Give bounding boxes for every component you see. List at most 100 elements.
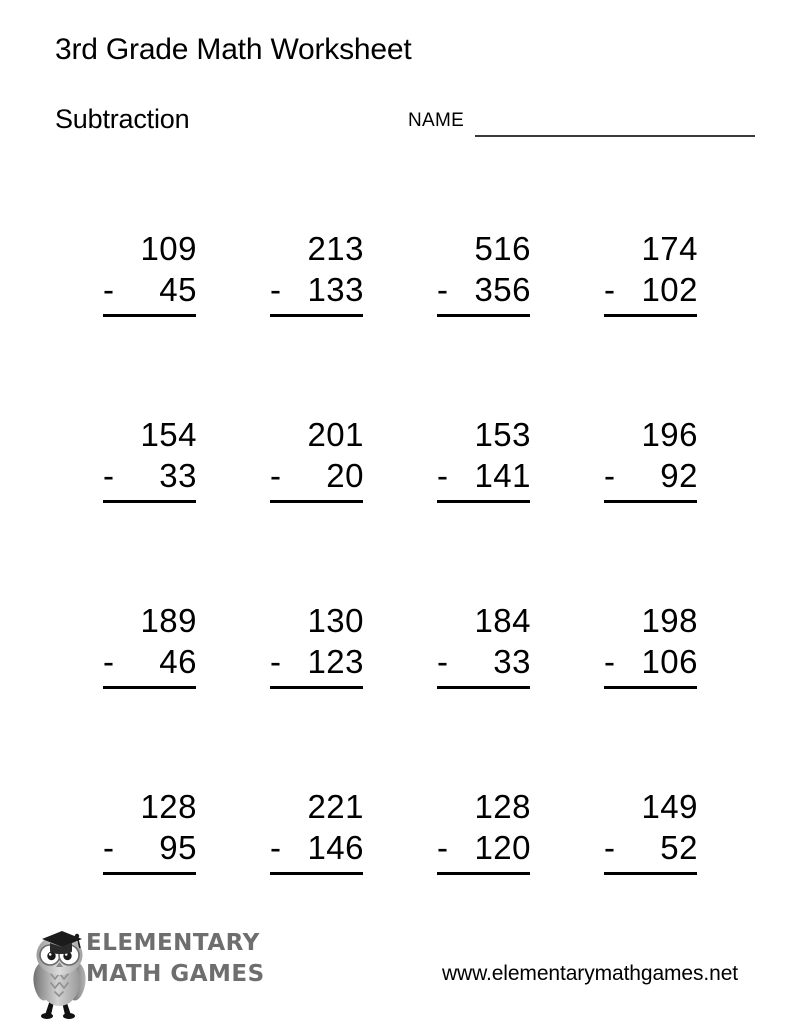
answer-rule[interactable]	[437, 686, 530, 689]
problem-5: 154 - 33	[103, 414, 198, 503]
minus-operator-icon: -	[437, 457, 448, 494]
minus-operator-icon: -	[604, 457, 615, 494]
minus-operator-icon: -	[103, 829, 114, 866]
subtraction-line: - 123	[270, 641, 365, 682]
problem-4: 174 - 102	[604, 228, 699, 317]
answer-rule[interactable]	[270, 314, 363, 317]
subtraction-line: - 356	[437, 269, 532, 310]
subtrahend: 120	[474, 829, 531, 866]
subtraction-line: - 133	[270, 269, 365, 310]
minus-operator-icon: -	[103, 457, 114, 494]
problem-7: 153 - 141	[437, 414, 532, 503]
subtraction-line: - 33	[103, 455, 198, 496]
subtrahend: 20	[326, 457, 364, 494]
subtraction-line: - 146	[270, 827, 365, 868]
subtraction-line: - 92	[604, 455, 699, 496]
problem-row: 109 - 45 213 - 133 516 - 356 174	[0, 228, 800, 414]
problem-11: 184 - 33	[437, 600, 532, 689]
minus-operator-icon: -	[270, 643, 281, 680]
problem-16: 149 - 52	[604, 786, 699, 875]
subtrahend: 46	[159, 643, 197, 680]
answer-rule[interactable]	[437, 500, 530, 503]
subtraction-line: - 102	[604, 269, 699, 310]
site-url[interactable]: www.elementarymathgames.net	[441, 962, 739, 985]
logo-wordmark: Elementary Math Games	[86, 928, 266, 990]
problem-row: 128 - 95 221 - 146 128 - 120 149	[0, 786, 800, 972]
problem-row: 189 - 46 130 - 123 184 - 33 198	[0, 600, 800, 786]
problem-8: 196 - 92	[604, 414, 699, 503]
worksheet-topic-subtitle: Subtraction	[55, 104, 190, 134]
minuend: 201	[307, 416, 364, 453]
answer-rule[interactable]	[270, 686, 363, 689]
minus-operator-icon: -	[270, 829, 281, 866]
subtraction-line: - 20	[270, 455, 365, 496]
answer-rule[interactable]	[270, 872, 363, 875]
answer-rule[interactable]	[604, 686, 697, 689]
answer-rule[interactable]	[604, 500, 697, 503]
subtrahend: 95	[159, 829, 197, 866]
subtrahend: 106	[641, 643, 698, 680]
minus-operator-icon: -	[103, 643, 114, 680]
answer-rule[interactable]	[437, 872, 530, 875]
minus-operator-icon: -	[270, 271, 281, 308]
problem-13: 128 - 95	[103, 786, 198, 875]
subtrahend: 92	[660, 457, 698, 494]
minuend: 196	[641, 416, 698, 453]
subtrahend: 52	[660, 829, 698, 866]
site-logo[interactable]: Elementary Math Games	[28, 922, 266, 1022]
owl-with-graduation-cap-icon	[28, 922, 94, 1020]
minus-operator-icon: -	[604, 829, 615, 866]
answer-rule[interactable]	[103, 686, 196, 689]
subtraction-line: - 52	[604, 827, 699, 868]
answer-rule[interactable]	[103, 314, 196, 317]
subtrahend: 45	[159, 271, 197, 308]
minus-operator-icon: -	[437, 643, 448, 680]
answer-rule[interactable]	[604, 314, 697, 317]
problem-2: 213 - 133	[270, 228, 365, 317]
subtraction-line: - 95	[103, 827, 198, 868]
subtrahend: 123	[307, 643, 364, 680]
subtraction-line: - 106	[604, 641, 699, 682]
minus-operator-icon: -	[604, 271, 615, 308]
subtrahend: 146	[307, 829, 364, 866]
minus-operator-icon: -	[437, 829, 448, 866]
minus-operator-icon: -	[604, 643, 615, 680]
subtraction-line: - 33	[437, 641, 532, 682]
name-write-in-line[interactable]	[475, 135, 755, 137]
minuend: 189	[140, 602, 197, 639]
page-title: 3rd Grade Math Worksheet	[55, 33, 412, 66]
minuend: 128	[474, 788, 531, 825]
minuend: 153	[474, 416, 531, 453]
minuend: 154	[140, 416, 197, 453]
minuend: 109	[140, 230, 197, 267]
minuend: 198	[641, 602, 698, 639]
minuend: 213	[307, 230, 364, 267]
minuend: 516	[474, 230, 531, 267]
problem-grid: 109 - 45 213 - 133 516 - 356 174	[0, 228, 800, 972]
answer-rule[interactable]	[437, 314, 530, 317]
answer-rule[interactable]	[103, 872, 196, 875]
subtrahend: 133	[307, 271, 364, 308]
answer-rule[interactable]	[103, 500, 196, 503]
minuend: 184	[474, 602, 531, 639]
problem-6: 201 - 20	[270, 414, 365, 503]
subtrahend: 141	[474, 457, 531, 494]
answer-rule[interactable]	[604, 872, 697, 875]
problem-1: 109 - 45	[103, 228, 198, 317]
subtraction-line: - 45	[103, 269, 198, 310]
minuend: 174	[641, 230, 698, 267]
problem-row: 154 - 33 201 - 20 153 - 141 196	[0, 414, 800, 600]
problem-9: 189 - 46	[103, 600, 198, 689]
problem-14: 221 - 146	[270, 786, 365, 875]
problem-10: 130 - 123	[270, 600, 365, 689]
answer-rule[interactable]	[270, 500, 363, 503]
minuend: 130	[307, 602, 364, 639]
problem-3: 516 - 356	[437, 228, 532, 317]
minuend: 128	[140, 788, 197, 825]
subtrahend: 33	[159, 457, 197, 494]
minuend: 221	[307, 788, 364, 825]
problem-15: 128 - 120	[437, 786, 532, 875]
minus-operator-icon: -	[437, 271, 448, 308]
subtrahend: 102	[641, 271, 698, 308]
name-field-label: NAME	[408, 110, 465, 131]
